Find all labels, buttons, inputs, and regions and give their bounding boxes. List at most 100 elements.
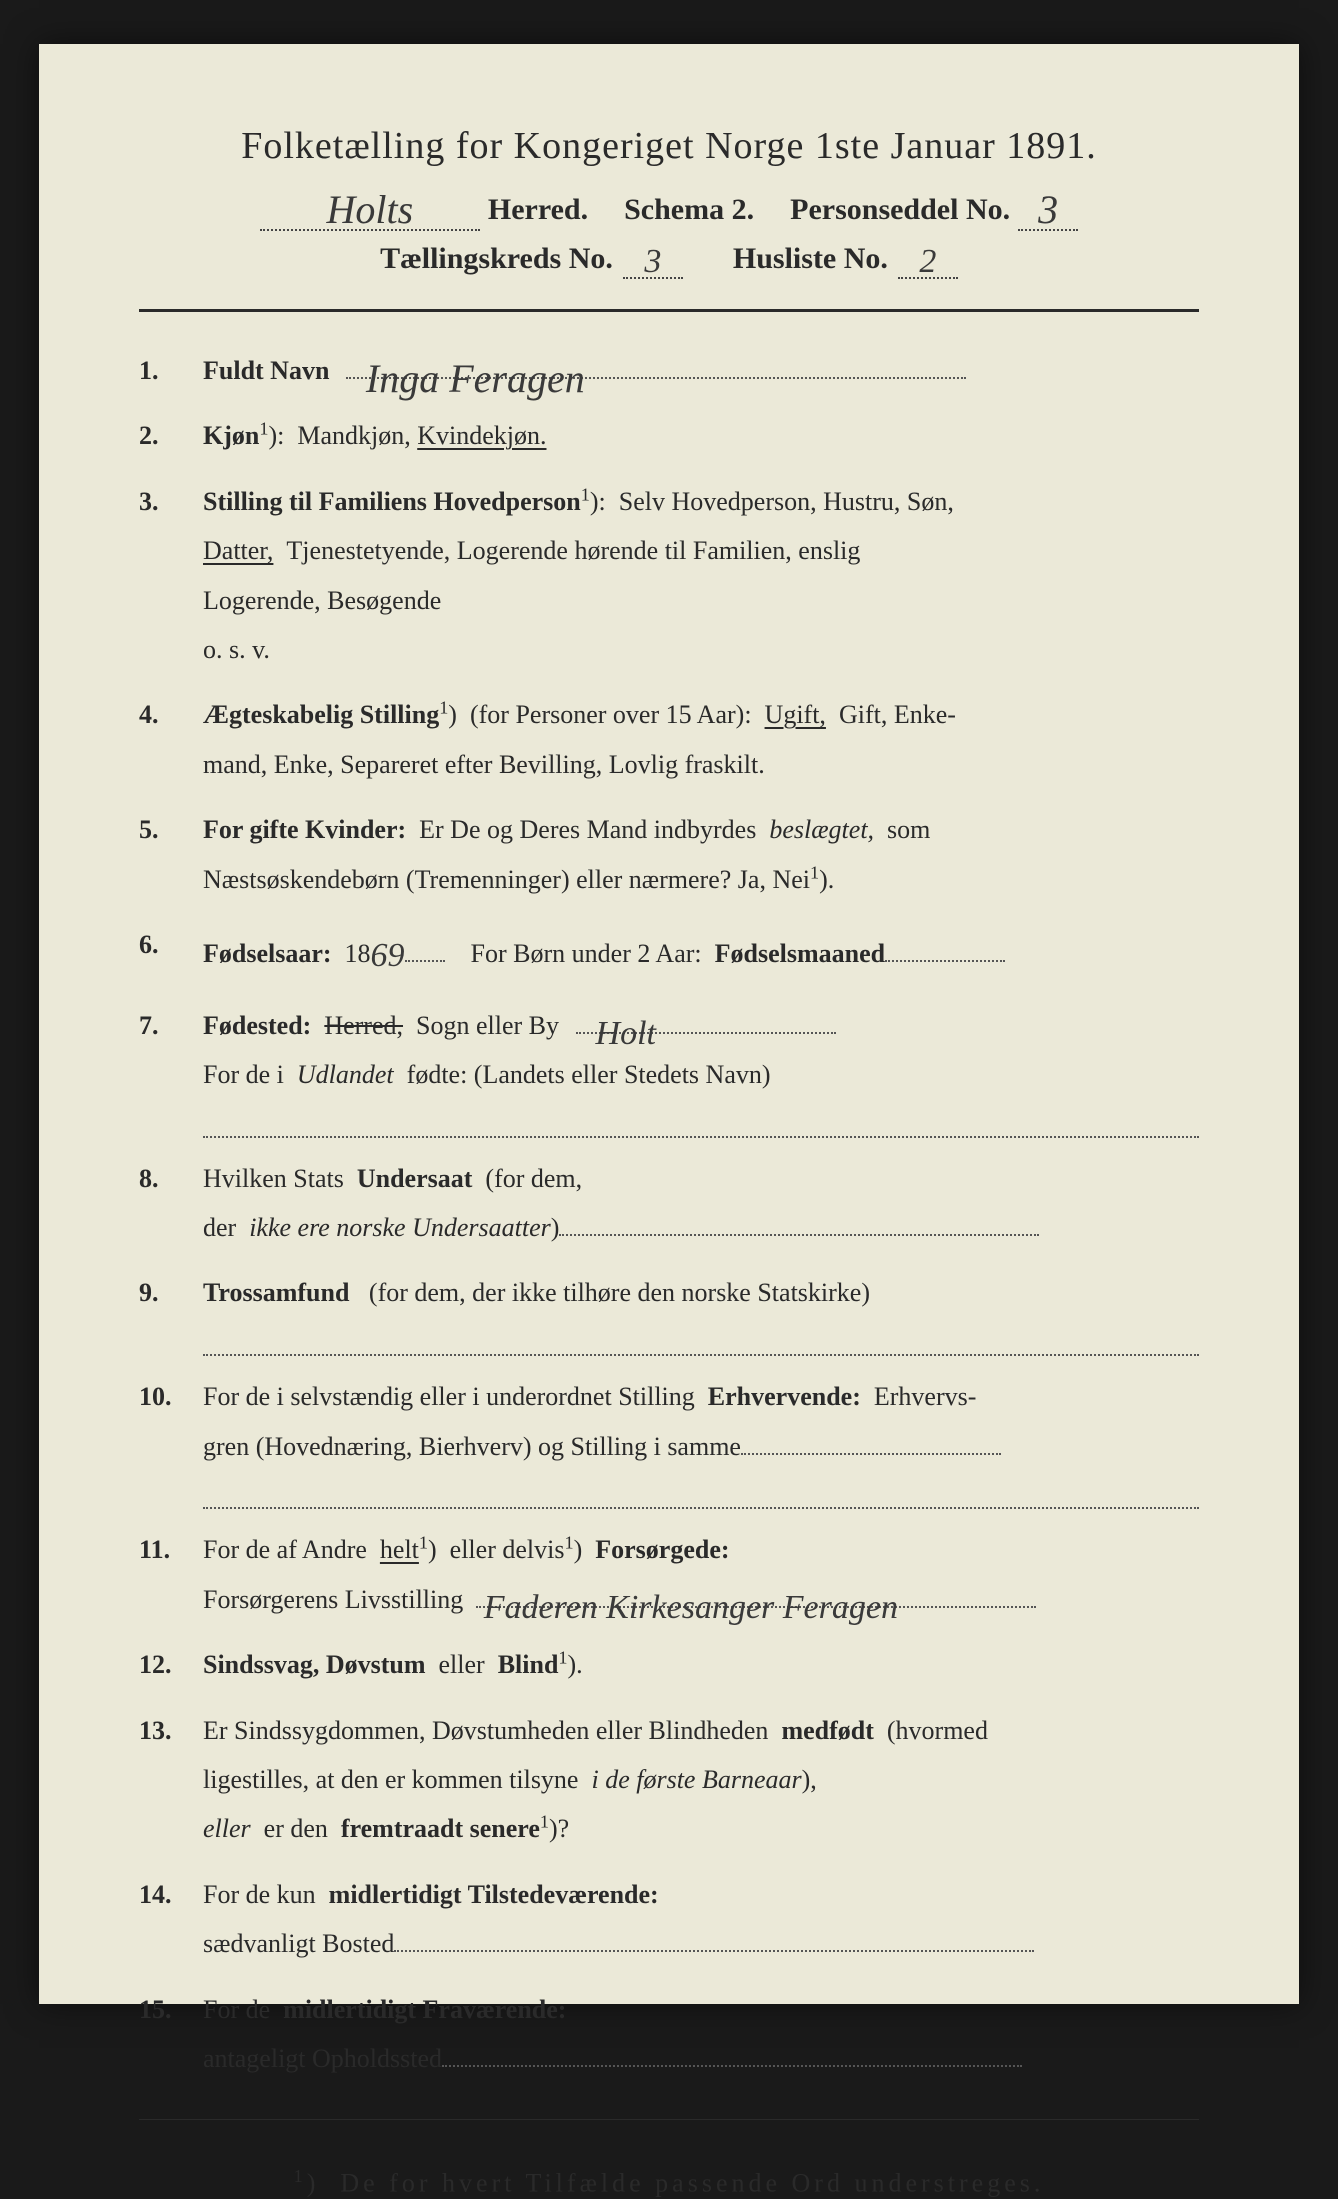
line-text: Logerende, Besøgende [203, 576, 1199, 625]
line-text: Hvilken Stats [203, 1164, 344, 1193]
kreds-label: Tællingskreds No. [380, 242, 613, 276]
herred-value: Holts [327, 187, 414, 232]
footnote-sup: 1 [294, 2166, 307, 2186]
option-herred: Herred, [324, 1011, 403, 1040]
footnote: 1) De for hvert Tilfælde passende Ord un… [139, 2166, 1199, 2199]
item-num: 5. [139, 805, 203, 854]
kreds-field: 3 [623, 239, 683, 279]
form-items: 1. Fuldt Navn Inga Feragen 2. Kjøn1): Ma… [139, 346, 1199, 2083]
line-text: sædvanligt Bosted [203, 1929, 394, 1958]
item-label: Fødselsaar: [203, 939, 332, 968]
item-label: Kjøn [203, 421, 259, 450]
item-14: 14. For de kun midlertidigt Tilstedevære… [139, 1870, 1199, 1969]
item-num: 10. [139, 1372, 203, 1421]
line-text: er den [264, 1814, 328, 1843]
line-text: (for dem, der ikke tilhøre den norske St… [369, 1278, 870, 1307]
year-prefix: 18 [345, 939, 371, 968]
line-text: Næstsøskendebørn (Tremenninger) eller næ… [203, 865, 810, 894]
item-num: 8. [139, 1154, 203, 1203]
item-num: 13. [139, 1706, 203, 1755]
item-label: Stilling til Familiens Hovedperson [203, 487, 581, 516]
census-form-page: Folketælling for Kongeriget Norge 1ste J… [39, 44, 1299, 2004]
provider-value: Faderen Kirkesanger Feragen [484, 1576, 898, 1641]
footer-divider [139, 2119, 1199, 2120]
herred-line: Holts Herred. Schema 2. Personseddel No.… [139, 182, 1199, 231]
name-value: Inga Feragen [366, 341, 585, 417]
schema-label: Schema 2. [624, 193, 754, 227]
item-num: 3. [139, 477, 203, 526]
line-text: mand, Enke, Separeret efter Bevilling, L… [203, 740, 1199, 789]
dotted-line [203, 1101, 1199, 1137]
item-label: Fuldt Navn [203, 356, 329, 385]
item-7: 7. Fødested: Herred, Sogn eller By Holt … [139, 1001, 1199, 1138]
line-text: midlertidigt Tilstedeværende: [329, 1880, 659, 1909]
item-9: 9. Trossamfund (for dem, der ikke tilhør… [139, 1268, 1199, 1356]
option-kvindekjon: Kvindekjøn. [417, 421, 546, 450]
line-text: fremtraadt senere [341, 1814, 540, 1843]
footnote-text: De for hvert Tilfælde passende Ord under… [340, 2169, 1044, 2198]
item-num: 2. [139, 411, 203, 460]
line-text: eller delvis [450, 1535, 565, 1564]
personseddel-field: 3 [1018, 182, 1078, 231]
line-text: Forsørgede: [595, 1535, 729, 1564]
line-text: Er De og Deres Mand indbyrdes [419, 815, 756, 844]
item-label: Sindssvag, Døvstum [203, 1650, 426, 1679]
item-num: 14. [139, 1870, 203, 1919]
line-text: ), [802, 1765, 817, 1794]
kreds-line: Tællingskreds No. 3 Husliste No. 2 [139, 239, 1199, 279]
line-text: For de i [203, 1060, 284, 1089]
item-label: Undersaat [357, 1164, 473, 1193]
line-text: antageligt Opholdssted [203, 2044, 442, 2073]
husliste-label: Husliste No. [733, 242, 888, 276]
line-text: gren (Hovednæring, Bierhverv) og Stillin… [203, 1432, 741, 1461]
item-15: 15. For de midlertidigt Fraværende: anta… [139, 1985, 1199, 2084]
line-text: fødte: (Landets eller Stedets Navn) [407, 1060, 771, 1089]
item-13: 13. Er Sindssygdommen, Døvstumheden elle… [139, 1706, 1199, 1854]
item-6: 6. Fødselsaar: 1869 For Børn under 2 Aar… [139, 920, 1199, 985]
item-label: For gifte Kvinder: [203, 815, 406, 844]
item-num: 6. [139, 920, 203, 969]
line-text: ligestilles, at den er kommen tilsyne [203, 1765, 578, 1794]
header-divider [139, 309, 1199, 312]
herred-field: Holts [260, 182, 480, 231]
item-10: 10. For de i selvstændig eller i underor… [139, 1372, 1199, 1509]
option-datter: Datter, [203, 536, 273, 565]
line-text: For de i selvstændig eller i underordnet… [203, 1382, 695, 1411]
item-num: 12. [139, 1640, 203, 1689]
line-text: Erhvervende: [708, 1382, 861, 1411]
line-text: som [887, 815, 930, 844]
line-text: For de af Andre [203, 1535, 367, 1564]
item-4: 4. Ægteskabelig Stilling1) (for Personer… [139, 690, 1199, 789]
item-num: 11. [139, 1525, 203, 1574]
line-text: For de [203, 1995, 270, 2024]
item-11: 11. For de af Andre helt1) eller delvis1… [139, 1525, 1199, 1624]
line-text: Selv Hovedperson, Hustru, Søn, [619, 487, 954, 516]
personseddel-value: 3 [1038, 187, 1058, 232]
dotted-line [203, 1473, 1199, 1509]
line-text: der [203, 1213, 236, 1242]
husliste-value: 2 [919, 243, 936, 280]
paren-text: (for Personer over 15 Aar): [470, 700, 752, 729]
line-text: eller [439, 1650, 485, 1679]
line-text: For de kun [203, 1880, 316, 1909]
item-5: 5. For gifte Kvinder: Er De og Deres Man… [139, 805, 1199, 904]
item-12: 12. Sindssvag, Døvstum eller Blind1). [139, 1640, 1199, 1689]
option-mandkjon: Mandkjøn, [297, 421, 410, 450]
form-title: Folketælling for Kongeriget Norge 1ste J… [139, 124, 1199, 168]
line-text: (hvormed [887, 1716, 988, 1745]
line-text: o. s. v. [203, 625, 1199, 674]
item-label: Trossamfund [203, 1278, 349, 1307]
option-helt: helt [380, 1535, 419, 1564]
item-3: 3. Stilling til Familiens Hovedperson1):… [139, 477, 1199, 675]
husliste-field: 2 [898, 239, 958, 279]
dotted-line [203, 1320, 1199, 1356]
personseddel-label: Personseddel No. [790, 193, 1010, 227]
item-2: 2. Kjøn1): Mandkjøn, Kvindekjøn. [139, 411, 1199, 460]
option-ugift: Ugift, [765, 700, 826, 729]
item-1: 1. Fuldt Navn Inga Feragen [139, 346, 1199, 395]
item-num: 4. [139, 690, 203, 739]
line-text: (for dem, [485, 1164, 582, 1193]
form-header: Folketælling for Kongeriget Norge 1ste J… [139, 124, 1199, 279]
item-num: 15. [139, 1985, 203, 2034]
item-8: 8. Hvilken Stats Undersaat (for dem, der… [139, 1154, 1199, 1253]
